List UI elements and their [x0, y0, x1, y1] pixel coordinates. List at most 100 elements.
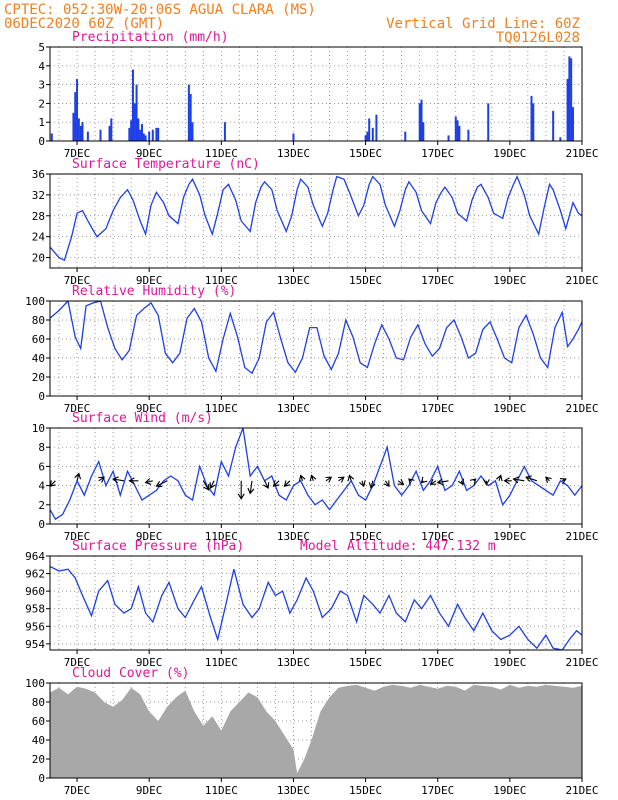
wind-vector — [436, 478, 449, 486]
precip-bar — [422, 122, 425, 141]
precip-bar — [50, 133, 53, 141]
precip-bar — [375, 114, 378, 141]
x-tick-label: 7DEC — [64, 656, 91, 669]
x-tick-label: 7DEC — [64, 147, 91, 160]
y-tick-label: 80 — [32, 314, 45, 327]
wind-vector — [298, 474, 306, 482]
precip-bar — [571, 107, 574, 141]
y-tick-label: 3 — [38, 79, 45, 92]
y-tick-label: 0 — [38, 518, 45, 531]
x-tick-label: 9DEC — [136, 147, 163, 160]
x-tick-label: 15DEC — [349, 147, 382, 160]
precip-bar — [110, 118, 113, 141]
x-tick-label: 13DEC — [277, 274, 310, 287]
wind-vector — [283, 480, 291, 487]
y-tick-label: 0 — [38, 390, 45, 403]
y-tick-label: 4 — [38, 60, 45, 73]
precip-bar — [570, 58, 573, 141]
precip-bar — [454, 116, 457, 141]
precip-bar — [157, 127, 160, 141]
x-tick-label: 9DEC — [136, 274, 163, 287]
precip-bar — [72, 112, 75, 141]
panel-frame — [49, 682, 583, 779]
x-tick-label: 19DEC — [493, 784, 526, 797]
wind-vector — [49, 480, 56, 487]
precip-bar — [418, 103, 421, 141]
panel-title: Surface Pressure (hPa) — [72, 539, 244, 554]
precip-bar — [420, 99, 423, 141]
wind-vector — [209, 480, 216, 489]
x-tick-label: 13DEC — [277, 656, 310, 669]
x-tick-label: 13DEC — [277, 530, 310, 543]
y-tick-label: 20 — [32, 371, 45, 384]
temp-line — [50, 174, 582, 262]
y-tick-label: 0 — [38, 772, 45, 785]
wind-vector — [325, 476, 333, 483]
wind-vector — [347, 474, 355, 482]
x-tick-label: 11DEC — [205, 530, 238, 543]
precip-bar — [568, 56, 571, 141]
x-tick-label: 7DEC — [64, 402, 91, 415]
y-tick-label: 36 — [32, 168, 45, 181]
x-tick-label: 13DEC — [277, 784, 310, 797]
x-tick-label: 19DEC — [493, 274, 526, 287]
x-tick-label: 11DEC — [205, 784, 238, 797]
x-tick-label: 21DEC — [565, 147, 598, 160]
precip-bar — [559, 137, 562, 141]
precip-bar — [223, 122, 226, 141]
precip-bar — [458, 125, 461, 141]
y-tick-label: 2 — [38, 499, 45, 512]
y-tick-label: 80 — [32, 696, 45, 709]
x-tick-label: 21DEC — [565, 656, 598, 669]
precip-bar — [74, 92, 77, 141]
panel-cloud: 0 20 40 60 80 100 7DEC 9DEC 11DEC 13DEC 15DEC 17DEC… — [25, 666, 598, 797]
x-tick-label: 17DEC — [421, 402, 454, 415]
x-tick-label: 7DEC — [64, 784, 91, 797]
y-tick-label: 60 — [32, 333, 45, 346]
wind-vector — [397, 478, 405, 485]
grid-line-note: Vertical Grid Line: 60Z — [386, 16, 580, 32]
panel-pres: 954 956 958 960 962 964 7DEC 9DEC 11DEC 13DEC 15DE… — [25, 539, 598, 669]
x-tick-label: 11DEC — [205, 274, 238, 287]
rh-line — [50, 301, 582, 375]
wind-vector — [482, 479, 490, 486]
x-tick-label: 11DEC — [205, 147, 238, 160]
precip-bar — [447, 135, 450, 141]
y-tick-label: 20 — [32, 252, 45, 265]
precip-bar — [155, 127, 158, 141]
precip-bar — [144, 135, 147, 141]
precip-bar — [128, 127, 131, 141]
wind-vector — [503, 477, 512, 485]
y-tick-label: 4 — [38, 480, 45, 493]
precip-bar — [137, 118, 140, 141]
wind-vector — [457, 478, 464, 486]
y-tick-label: 5 — [38, 41, 45, 54]
precip-bar — [404, 131, 407, 141]
precip-bar — [456, 120, 459, 141]
y-tick-label: 8 — [38, 441, 45, 454]
wind-vector — [202, 480, 210, 491]
y-tick-label: 0 — [38, 135, 45, 148]
wind-vector — [559, 478, 567, 485]
x-tick-label: 11DEC — [205, 656, 238, 669]
precip-bar — [566, 78, 569, 141]
precip-bar — [133, 103, 136, 141]
precip-bar — [189, 94, 192, 141]
wind-vector — [496, 474, 503, 482]
wind-vector — [98, 476, 105, 483]
wind-vector — [155, 480, 168, 488]
precip-bar — [130, 120, 133, 141]
panel-title: Precipitation (mm/h) — [72, 30, 229, 45]
panel-rh: 0 20 40 60 80 100 7DEC 9DEC 11DEC 13DEC 15DEC 17DEC… — [25, 284, 598, 415]
x-tick-label: 15DEC — [349, 656, 382, 669]
x-tick-label: 21DEC — [565, 530, 598, 543]
y-tick-label: 10 — [32, 422, 45, 435]
x-tick-label: 9DEC — [136, 656, 163, 669]
precip-bar — [79, 125, 82, 141]
wind-vector — [420, 476, 428, 484]
precip-bar — [151, 129, 154, 141]
x-tick-label: 19DEC — [493, 147, 526, 160]
wind-vector — [272, 480, 280, 487]
precip-bar — [368, 118, 371, 141]
precip-bar — [366, 131, 369, 141]
